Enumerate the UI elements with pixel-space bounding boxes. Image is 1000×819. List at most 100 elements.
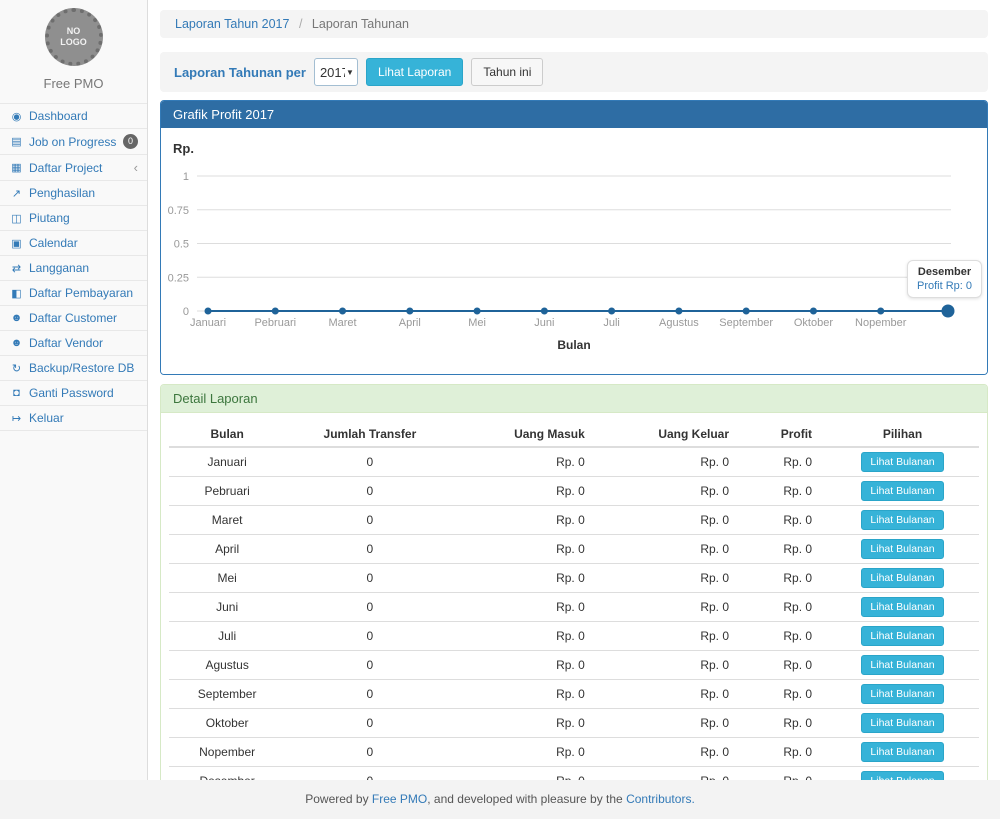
detail-panel-title: Detail Laporan [161, 385, 987, 413]
no-logo-badge: NO LOGO [45, 8, 103, 66]
detail-panel-body: BulanJumlah TransferUang MasukUang Kelua… [161, 413, 987, 819]
breadcrumb-current: Laporan Tahunan [312, 17, 409, 31]
y-tick-label: 0.75 [168, 205, 189, 217]
view-monthly-button[interactable]: Lihat Bulanan [861, 539, 943, 559]
refresh-icon: ↻ [9, 362, 24, 375]
tooltip-value: Profit Rp: 0 [917, 280, 972, 292]
data-point[interactable] [675, 308, 682, 315]
uang-keluar-cell: Rp. 0 [599, 447, 743, 477]
sidebar-item-daftar-vendor[interactable]: ☻Daftar Vendor [0, 331, 147, 356]
data-point[interactable] [608, 308, 615, 315]
view-monthly-button[interactable]: Lihat Bulanan [861, 713, 943, 733]
footer-text-prefix: Powered by [305, 792, 372, 806]
x-tick-label: Januari [190, 317, 226, 329]
table-row: April0Rp. 0Rp. 0Rp. 0Lihat Bulanan [169, 535, 979, 564]
action-cell: Lihat Bulanan [826, 622, 979, 651]
view-monthly-button[interactable]: Lihat Bulanan [861, 481, 943, 501]
uang-keluar-cell: Rp. 0 [599, 622, 743, 651]
footer-brand-link[interactable]: Free PMO [372, 792, 427, 806]
sidebar-item-daftar-project[interactable]: ▦Daftar Project‹ [0, 155, 147, 181]
x-tick-label: Juni [534, 317, 554, 329]
list-icon: ▤ [9, 135, 24, 148]
chart-panel-title: Grafik Profit 2017 [161, 101, 987, 128]
sidebar-item-backup-restore-db[interactable]: ↻Backup/Restore DB [0, 356, 147, 381]
y-tick-label: 0.25 [168, 272, 189, 284]
data-point[interactable] [942, 305, 955, 318]
view-monthly-button[interactable]: Lihat Bulanan [861, 742, 943, 762]
action-cell: Lihat Bulanan [826, 564, 979, 593]
action-cell: Lihat Bulanan [826, 593, 979, 622]
chevron-left-icon: ‹ [134, 160, 138, 175]
view-monthly-button[interactable]: Lihat Bulanan [861, 684, 943, 704]
data-point[interactable] [877, 308, 884, 315]
data-point[interactable] [810, 308, 817, 315]
sidebar-item-ganti-password[interactable]: ◘Ganti Password [0, 381, 147, 406]
data-point[interactable] [272, 308, 279, 315]
view-report-button[interactable]: Lihat Laporan [366, 58, 463, 86]
uang-keluar-cell: Rp. 0 [599, 651, 743, 680]
action-cell: Lihat Bulanan [826, 738, 979, 767]
profit-cell: Rp. 0 [743, 535, 826, 564]
view-monthly-button[interactable]: Lihat Bulanan [861, 452, 943, 472]
view-monthly-button[interactable]: Lihat Bulanan [861, 597, 943, 617]
year-select[interactable]: 2017 [314, 58, 358, 86]
sidebar-item-penghasilan[interactable]: ↗Penghasilan [0, 181, 147, 206]
year-select-wrap: 2017 ▼ [314, 58, 358, 86]
page: NO LOGO Free PMO ◉Dashboard▤Job on Progr… [0, 0, 1000, 819]
line-chart-icon: ↗ [9, 187, 24, 200]
profit-cell: Rp. 0 [743, 651, 826, 680]
data-point[interactable] [474, 308, 481, 315]
toolbar-label: Laporan Tahunan per [174, 65, 306, 80]
data-point[interactable] [205, 308, 212, 315]
sidebar-item-label: Daftar Customer [29, 311, 138, 325]
sidebar-item-calendar[interactable]: ▣Calendar [0, 231, 147, 256]
profit-cell: Rp. 0 [743, 622, 826, 651]
sidebar-item-piutang[interactable]: ◫Piutang [0, 206, 147, 231]
profit-cell: Rp. 0 [743, 447, 826, 477]
sidebar-item-label: Daftar Vendor [29, 336, 138, 350]
bulan-cell: Nopember [169, 738, 285, 767]
data-point[interactable] [406, 308, 413, 315]
table-header-row: BulanJumlah TransferUang MasukUang Kelua… [169, 422, 979, 447]
x-axis-label: Bulan [557, 338, 590, 352]
data-point[interactable] [541, 308, 548, 315]
main-content: Laporan Tahun 2017 / Laporan Tahunan Lap… [148, 0, 1000, 819]
view-monthly-button[interactable]: Lihat Bulanan [861, 626, 943, 646]
uang-keluar-cell: Rp. 0 [599, 738, 743, 767]
column-header: Uang Masuk [454, 422, 598, 447]
sidebar-item-job-on-progress[interactable]: ▤Job on Progress0 [0, 129, 147, 155]
x-tick-label: Oktober [794, 317, 833, 329]
profit-cell: Rp. 0 [743, 593, 826, 622]
column-header: Jumlah Transfer [285, 422, 454, 447]
sidebar-item-daftar-customer[interactable]: ☻Daftar Customer [0, 306, 147, 331]
view-monthly-button[interactable]: Lihat Bulanan [861, 655, 943, 675]
sidebar-item-daftar-pembayaran[interactable]: ◧Daftar Pembayaran [0, 281, 147, 306]
sidebar-item-langganan[interactable]: ⇄Langganan [0, 256, 147, 281]
x-tick-label: September [719, 317, 773, 329]
jumlah-transfer-cell: 0 [285, 622, 454, 651]
profit-chart-panel: Grafik Profit 2017 00.250.50.751Rp.Janua… [160, 100, 988, 375]
sidebar-item-keluar[interactable]: ↦Keluar [0, 406, 147, 431]
bulan-cell: April [169, 535, 285, 564]
uang-keluar-cell: Rp. 0 [599, 593, 743, 622]
breadcrumb: Laporan Tahun 2017 / Laporan Tahunan [160, 10, 988, 38]
bulan-cell: Juli [169, 622, 285, 651]
profit-cell: Rp. 0 [743, 506, 826, 535]
sidebar-item-label: Keluar [29, 411, 138, 425]
column-header: Bulan [169, 422, 285, 447]
action-cell: Lihat Bulanan [826, 535, 979, 564]
jumlah-transfer-cell: 0 [285, 447, 454, 477]
view-monthly-button[interactable]: Lihat Bulanan [861, 568, 943, 588]
view-monthly-button[interactable]: Lihat Bulanan [861, 510, 943, 530]
sidebar-item-dashboard[interactable]: ◉Dashboard [0, 104, 147, 129]
uang-masuk-cell: Rp. 0 [454, 593, 598, 622]
brand-name: Free PMO [0, 76, 147, 91]
uang-masuk-cell: Rp. 0 [454, 447, 598, 477]
footer-contributors-link[interactable]: Contributors. [626, 792, 695, 806]
sidebar-menu: ◉Dashboard▤Job on Progress0▦Daftar Proje… [0, 103, 147, 431]
breadcrumb-link-laporan-tahun[interactable]: Laporan Tahun 2017 [175, 17, 289, 31]
data-point[interactable] [743, 308, 750, 315]
data-point[interactable] [339, 308, 346, 315]
this-year-button[interactable]: Tahun ini [471, 58, 543, 86]
dashboard-icon: ◉ [9, 110, 24, 123]
